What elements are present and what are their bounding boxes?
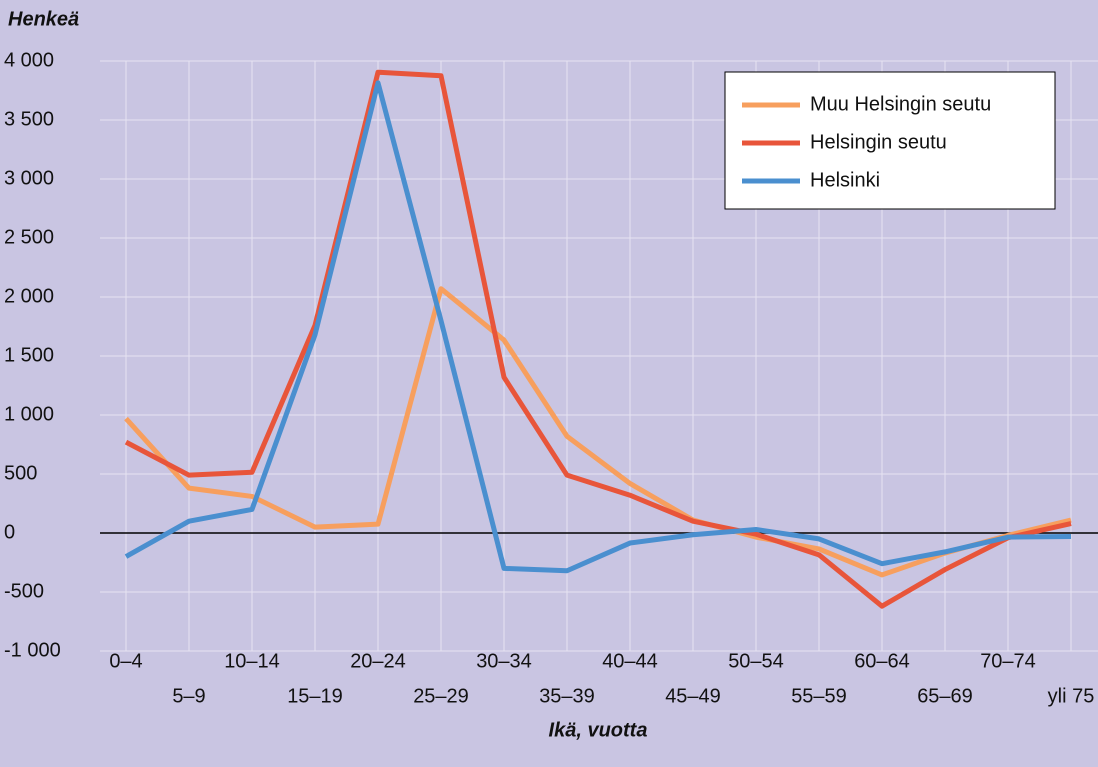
x-tick-label: 0–4 — [109, 650, 142, 672]
series-line — [124, 286, 1072, 578]
y-tick-label: 0 — [4, 521, 15, 543]
y-axis-title: Henkeä — [8, 8, 79, 30]
y-tick-label: 3 500 — [4, 108, 54, 130]
x-tick-label: 5–9 — [172, 685, 205, 707]
x-tick-label: 25–29 — [413, 685, 469, 707]
x-tick-label: 45–49 — [665, 685, 721, 707]
x-tick-label: 10–14 — [224, 650, 280, 672]
y-tick-label: 3 000 — [4, 167, 54, 189]
x-tick-label: 20–24 — [350, 650, 406, 672]
x-tick-label: 60–64 — [854, 650, 910, 672]
legend-label: Helsinki — [810, 169, 880, 191]
x-tick-label: yli 75 — [1048, 685, 1095, 707]
series-line — [124, 80, 1072, 574]
x-tick-label: 50–54 — [728, 650, 784, 672]
x-tick-label: 40–44 — [602, 650, 658, 672]
legend-label: Muu Helsingin seutu — [810, 93, 991, 115]
y-tick-label: -1 000 — [4, 639, 61, 661]
y-tick-label: 1 000 — [4, 403, 54, 425]
y-tick-label: 4 000 — [4, 49, 54, 71]
y-tick-label: 500 — [4, 462, 37, 484]
x-tick-label: 30–34 — [476, 650, 532, 672]
y-tick-label: 1 500 — [4, 344, 54, 366]
x-tick-label: 65–69 — [917, 685, 973, 707]
x-tick-label: 15–19 — [287, 685, 343, 707]
y-tick-label: 2 000 — [4, 285, 54, 307]
x-axis-title: Ikä, vuotta — [549, 719, 648, 741]
x-tick-label: 55–59 — [791, 685, 847, 707]
series-line — [124, 69, 1072, 609]
y-tick-label: -500 — [4, 580, 44, 602]
legend-label: Helsingin seutu — [810, 131, 947, 153]
x-tick-label: 35–39 — [539, 685, 595, 707]
y-tick-label: 2 500 — [4, 226, 54, 248]
x-tick-label: 70–74 — [980, 650, 1036, 672]
legend: Muu Helsingin seutu Helsingin seutu Helsin… — [724, 71, 1056, 210]
